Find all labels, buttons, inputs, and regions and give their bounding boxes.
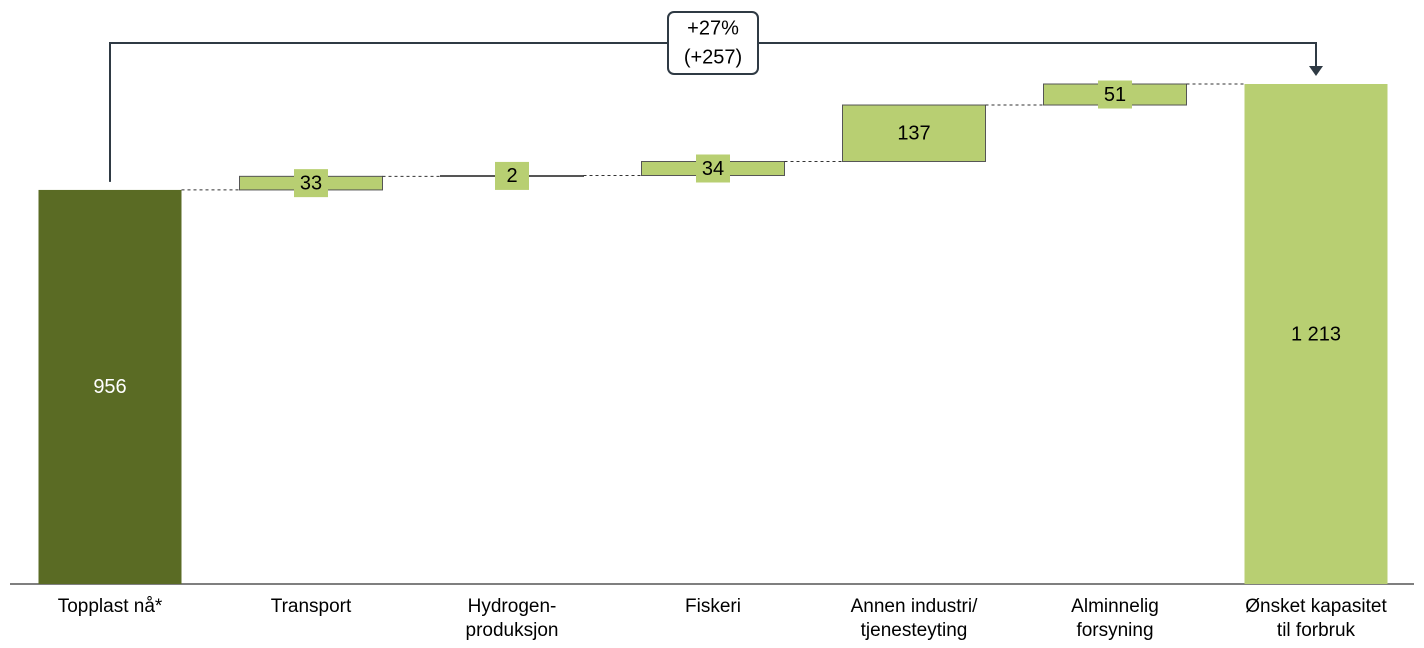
label-bg: [294, 169, 328, 198]
value-label: 137: [897, 123, 930, 145]
x-tick-label: Alminnelig forsyning: [1071, 596, 1159, 641]
arrow-head: [1309, 66, 1323, 76]
annotation-box: [667, 11, 759, 75]
bar: [1244, 84, 1388, 584]
value-label: 33: [300, 172, 322, 194]
x-tick-label: Ønsket kapasitet til forbruk: [1245, 596, 1387, 641]
value-label: 34: [702, 158, 724, 180]
x-tick-label: Annen industri/ tjenesteyting: [850, 596, 978, 641]
value-label: 2: [506, 165, 517, 187]
x-tick-label: Transport: [270, 596, 352, 617]
bar: [38, 189, 182, 584]
label-bg: [1098, 80, 1132, 109]
annotation: +27%: [687, 17, 739, 39]
annotation: (+257): [684, 46, 742, 68]
x-tick-label: Hydrogen- produksjon: [465, 596, 559, 641]
label-bg: [696, 154, 730, 183]
label-bg: [495, 161, 529, 190]
value-label: 51: [1104, 84, 1126, 106]
x-tick-label: Topplast nå*: [57, 596, 163, 617]
bar: [842, 104, 986, 162]
value-label: 956: [93, 376, 126, 398]
x-tick-label: Fiskeri: [685, 596, 741, 617]
value-label: 1 213: [1291, 323, 1341, 345]
